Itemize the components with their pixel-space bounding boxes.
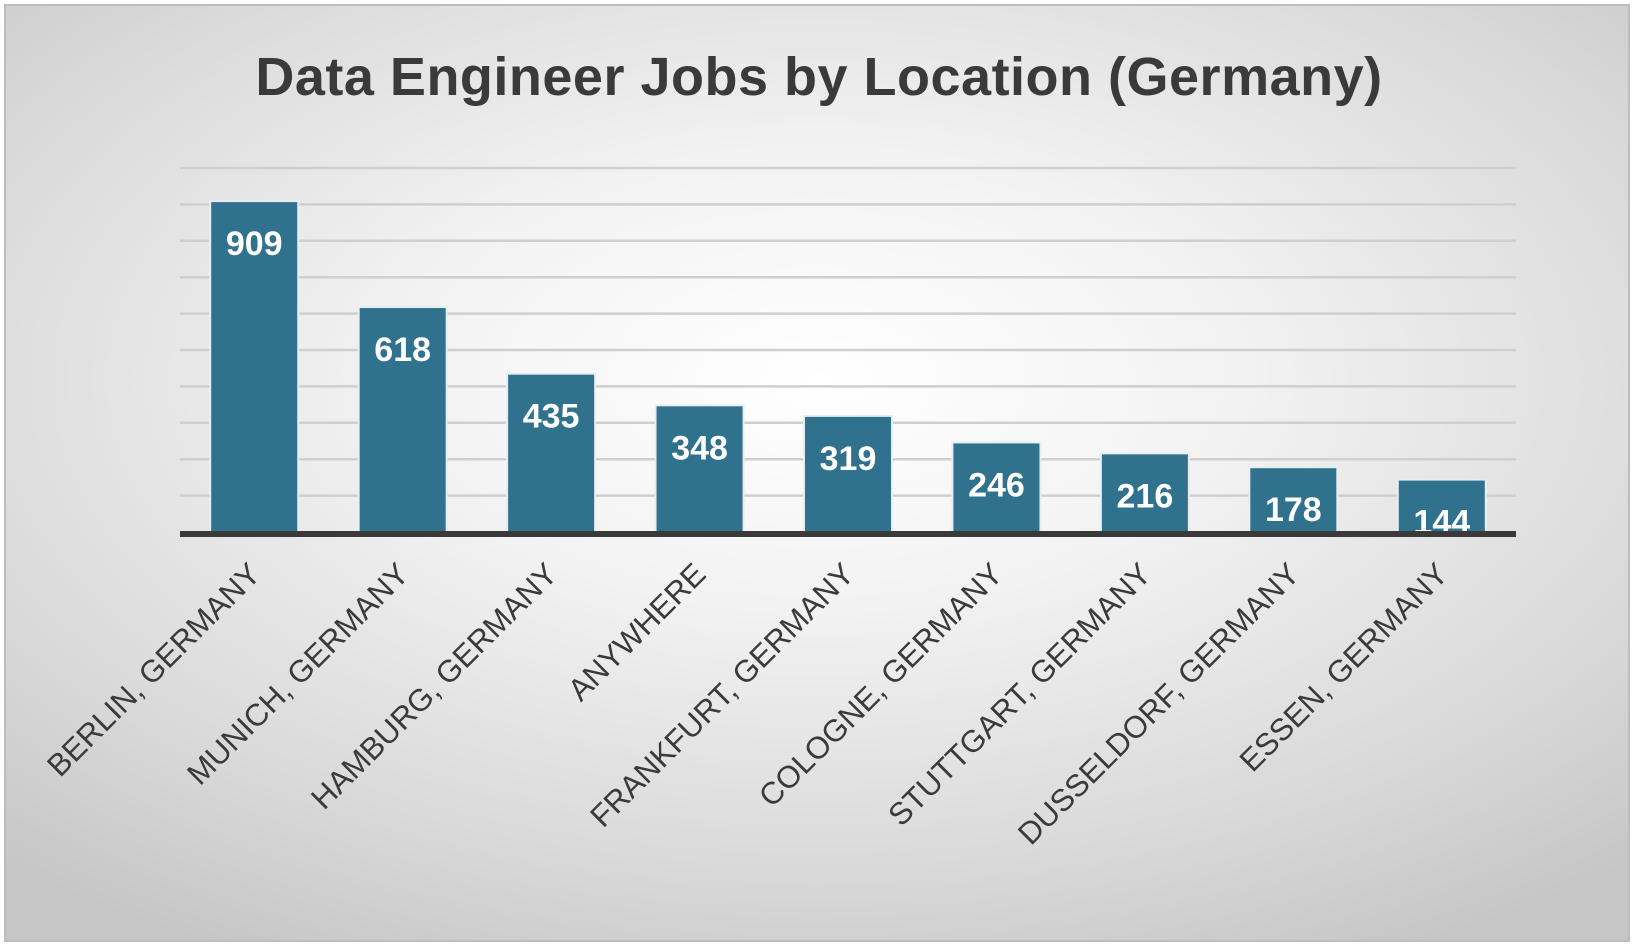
bar [209, 200, 300, 533]
x-tick-label: STUTTGART, GERMANY [881, 556, 1157, 832]
bar [654, 404, 745, 533]
x-tick-label: FRANKFURT, GERMANY [583, 556, 861, 834]
bar-value-label: 319 [820, 440, 877, 478]
chart-title: Data Engineer Jobs by Location (Germany) [255, 47, 1383, 107]
bar [1099, 452, 1190, 534]
x-tick-label: ANYWHERE [561, 556, 712, 707]
x-tick-label: COLOGNE, GERMANY [752, 556, 1009, 813]
bar-value-label: 216 [1117, 477, 1174, 515]
bar [1396, 478, 1487, 534]
chart-frame: Data Engineer Jobs by Location (Germany)… [4, 4, 1630, 942]
bar-value-label: 348 [671, 429, 728, 467]
x-tick-label: HAMBURG, GERMANY [304, 556, 564, 816]
bars [209, 200, 1487, 534]
bar-value-label: 909 [226, 225, 283, 263]
bar [803, 414, 893, 533]
bar [506, 372, 597, 533]
bar-value-label: 178 [1265, 491, 1322, 529]
x-tick-label: DUSSELDORF, GERMANY [1011, 556, 1306, 851]
bar-value-label: 435 [523, 398, 580, 436]
bar-value-label: 246 [968, 466, 1025, 504]
bar-value-label: 618 [374, 331, 431, 369]
bar [1248, 466, 1339, 534]
